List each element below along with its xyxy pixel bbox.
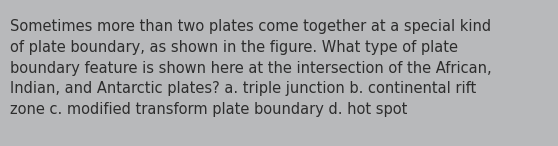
Text: Sometimes more than two plates come together at a special kind
of plate boundary: Sometimes more than two plates come toge…: [10, 19, 492, 117]
